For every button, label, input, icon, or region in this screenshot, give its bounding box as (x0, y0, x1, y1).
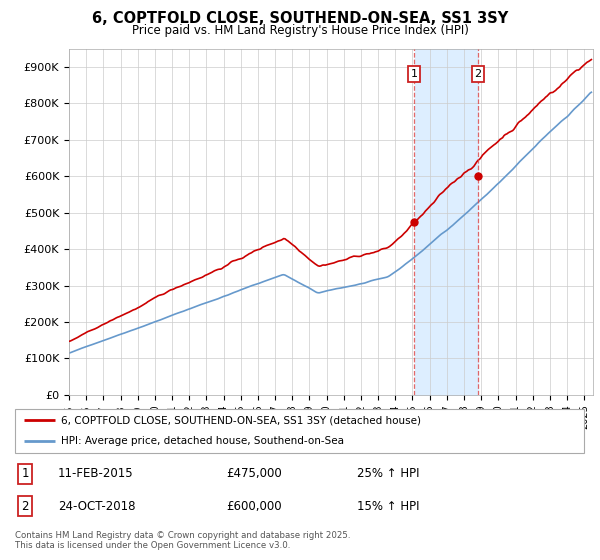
Text: 1: 1 (22, 468, 29, 480)
Text: 24-OCT-2018: 24-OCT-2018 (58, 500, 135, 513)
Text: 2: 2 (475, 69, 482, 79)
Text: 1: 1 (410, 69, 418, 79)
Text: Contains HM Land Registry data © Crown copyright and database right 2025.
This d: Contains HM Land Registry data © Crown c… (15, 531, 350, 550)
Text: Price paid vs. HM Land Registry's House Price Index (HPI): Price paid vs. HM Land Registry's House … (131, 24, 469, 36)
Text: £600,000: £600,000 (226, 500, 281, 513)
Text: HPI: Average price, detached house, Southend-on-Sea: HPI: Average price, detached house, Sout… (61, 436, 344, 446)
Text: 11-FEB-2015: 11-FEB-2015 (58, 468, 133, 480)
Text: 6, COPTFOLD CLOSE, SOUTHEND-ON-SEA, SS1 3SY (detached house): 6, COPTFOLD CLOSE, SOUTHEND-ON-SEA, SS1 … (61, 415, 421, 425)
Text: 2: 2 (22, 500, 29, 513)
Text: 6, COPTFOLD CLOSE, SOUTHEND-ON-SEA, SS1 3SY: 6, COPTFOLD CLOSE, SOUTHEND-ON-SEA, SS1 … (92, 11, 508, 26)
FancyBboxPatch shape (15, 409, 584, 452)
Text: £475,000: £475,000 (226, 468, 281, 480)
Text: 25% ↑ HPI: 25% ↑ HPI (357, 468, 419, 480)
Text: 15% ↑ HPI: 15% ↑ HPI (357, 500, 419, 513)
